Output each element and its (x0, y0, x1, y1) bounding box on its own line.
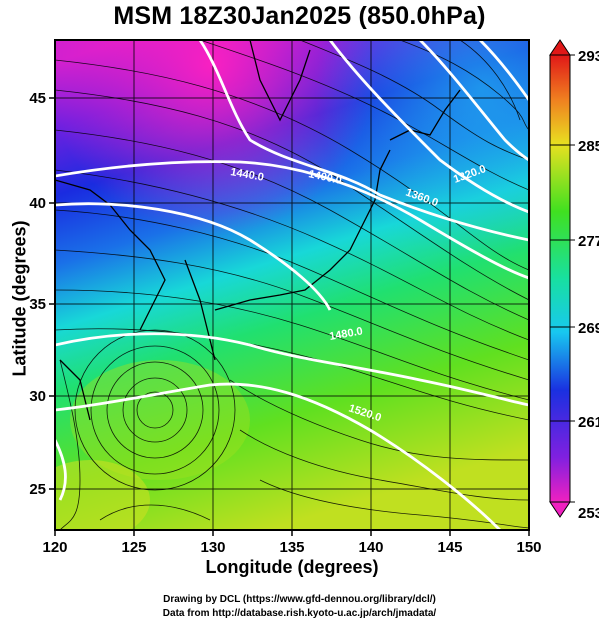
coastlines (55, 40, 461, 421)
colorbar (549, 39, 575, 518)
y-tick-45: 45 (29, 90, 46, 107)
x-tick-125: 125 (121, 539, 146, 556)
credit-data: Data from http://database.rish.kyoto-u.a… (162, 608, 437, 619)
map-title: MSM 18Z30Jan2025 (850.0hPa) (113, 2, 486, 30)
credit-drawing: Drawing by DCL (https://www.gfd-dennou.o… (163, 594, 436, 605)
y-axis-label: Latitude (degrees) (9, 220, 30, 377)
y-tick-40: 40 (29, 195, 46, 212)
contour-label-1: 1440.0 (229, 166, 264, 184)
x-tick-130: 130 (200, 539, 225, 556)
y-tick-30: 30 (29, 388, 46, 405)
x-tick-140: 140 (358, 539, 383, 556)
grid-lines (55, 40, 529, 530)
x-tick-145: 145 (437, 539, 462, 556)
y-tick-25: 25 (29, 481, 46, 498)
x-tick-150: 150 (516, 539, 541, 556)
x-tick-120: 120 (42, 539, 67, 556)
colorbar-tick-253: 253 (578, 505, 599, 522)
y-tick-35: 35 (29, 296, 46, 313)
colorbar-tick-261: 261 (578, 414, 599, 431)
colorbar-tick-285: 285 (578, 138, 599, 155)
height-contours (55, 40, 529, 530)
x-axis-label: Longitude (degrees) (205, 557, 379, 577)
temperature-field (55, 40, 529, 530)
colorbar-tick-293: 293 (578, 48, 599, 65)
axis-ticks (49, 97, 530, 536)
x-tick-135: 135 (279, 539, 304, 556)
wind-streamlines (55, 40, 529, 530)
colorbar-tick-269: 269 (578, 320, 599, 337)
contour-label-5: 1480.0 (328, 325, 363, 343)
colorbar-tick-277: 277 (578, 233, 599, 250)
